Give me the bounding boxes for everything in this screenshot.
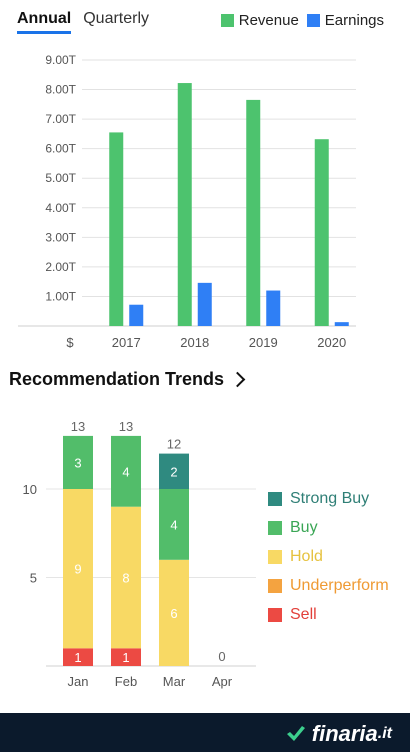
segment-value-label: 6	[170, 606, 177, 621]
legend-swatch	[268, 491, 282, 506]
legend-earnings-label: Earnings	[324, 12, 384, 29]
recommendation-trends-link[interactable]: Recommendation Trends	[9, 369, 246, 390]
x-tick-label: Feb	[115, 674, 137, 689]
y-tick-label: 5.00T	[45, 171, 76, 185]
segment-value-label: 4	[170, 517, 177, 532]
finaria-logo[interactable]: finaria .it	[286, 721, 392, 747]
y-tick-label: 7.00T	[45, 112, 76, 126]
y-tick-label: 1.00T	[45, 289, 76, 303]
legend-swatch	[268, 520, 282, 535]
legend-earnings[interactable]: Earnings	[306, 12, 384, 29]
legend-revenue-swatch	[220, 14, 234, 27]
stack-sell-Jan	[63, 648, 93, 666]
logo-tld: .it	[377, 725, 392, 742]
x-tick-label: Apr	[212, 674, 233, 689]
tab-quarterly[interactable]: Quarterly	[83, 10, 150, 27]
bar-earnings-2018	[197, 282, 212, 326]
legend-swatch	[268, 607, 282, 622]
x-tick-label: 2020	[317, 335, 346, 350]
legend-revenue[interactable]: Revenue	[220, 12, 299, 29]
legend-item-underperform[interactable]: Underperform	[268, 571, 389, 600]
recommendation-trends-title: Recommendation Trends	[9, 369, 225, 389]
bar-earnings-2020	[334, 322, 349, 326]
legend-swatch	[268, 549, 282, 564]
logo-name: finaria	[311, 721, 378, 746]
total-label: 12	[167, 437, 181, 452]
total-label: 13	[71, 419, 85, 434]
y-tick-label: 3.00T	[45, 230, 76, 244]
y-tick-label: 2.00T	[45, 260, 76, 274]
stack-hold-Mar	[159, 559, 189, 666]
bar-revenue-2018	[177, 83, 192, 326]
x-tick-label: 2018	[180, 335, 209, 350]
legend-label: Hold	[290, 547, 323, 565]
bar-revenue-2019	[246, 99, 261, 327]
y-unit-label: $	[66, 335, 74, 350]
legend-label: Underperform	[290, 576, 389, 594]
legend-item-hold[interactable]: Hold	[268, 542, 389, 571]
finaria-logo-icon	[286, 726, 305, 741]
segment-value-label: 2	[170, 464, 177, 479]
stack-hold-Jan	[63, 489, 93, 649]
segment-value-label: 1	[122, 650, 129, 665]
legend-swatch	[268, 578, 282, 593]
stack-buy-Feb	[111, 435, 141, 507]
x-tick-label: 2019	[249, 335, 278, 350]
stack-buy-Jan	[63, 435, 93, 489]
y-tick-label: 6.00T	[45, 142, 76, 156]
legend-label: Sell	[290, 605, 317, 623]
recommendation-chart: 10 5 1 9 3 13 Jan 1 8 4 13 Feb 6 4 2 12 Mar 0 Apr	[23, 419, 256, 689]
legend-label: Strong Buy	[290, 489, 370, 507]
financials-chart: 9.00T 8.00T 7.00T 6.00T 5.00T 4.00T 3.00T 2.00T…	[18, 53, 356, 350]
segment-value-label: 4	[122, 464, 129, 479]
x-tick-label: Jan	[68, 674, 89, 689]
segment-value-label: 1	[74, 650, 81, 665]
total-label: 13	[119, 419, 133, 434]
x-tick-label: 2017	[112, 335, 141, 350]
stack-hold-Feb	[111, 506, 141, 649]
legend-revenue-label: Revenue	[238, 12, 299, 29]
segment-value-label: 9	[74, 562, 81, 577]
period-tabs: Annual Quarterly	[17, 10, 161, 34]
bar-earnings-2017	[129, 304, 144, 326]
stack-buy-Mar	[159, 489, 189, 560]
footer-bar: finaria .it	[0, 713, 410, 752]
bar-earnings-2019	[266, 290, 281, 326]
segment-value-label: 8	[122, 571, 129, 586]
y-tick-label: 8.00T	[45, 83, 76, 97]
legend-item-sell[interactable]: Sell	[268, 600, 389, 629]
legend-earnings-swatch	[306, 14, 320, 27]
stack-strong-buy-Mar	[159, 453, 189, 489]
tab-annual[interactable]: Annual	[17, 10, 72, 34]
y-tick-label: 10	[23, 482, 37, 497]
recommendation-legend: Strong Buy Buy Hold Underperform Sell	[268, 484, 389, 629]
financials-legend: Revenue Earnings	[213, 12, 384, 29]
legend-item-buy[interactable]: Buy	[268, 513, 389, 542]
segment-value-label: 3	[74, 455, 81, 470]
legend-label: Buy	[290, 518, 318, 536]
stack-sell-Feb	[111, 648, 141, 666]
y-tick-label: 4.00T	[45, 201, 76, 215]
y-tick-label: 5	[30, 571, 37, 586]
legend-item-strong-buy[interactable]: Strong Buy	[268, 484, 389, 513]
chevron-right-icon	[229, 371, 246, 388]
total-label: 0	[218, 649, 225, 664]
bar-revenue-2017	[109, 132, 124, 326]
x-tick-label: Mar	[163, 674, 186, 689]
bar-revenue-2020	[314, 139, 329, 326]
y-tick-label: 9.00T	[45, 53, 76, 67]
